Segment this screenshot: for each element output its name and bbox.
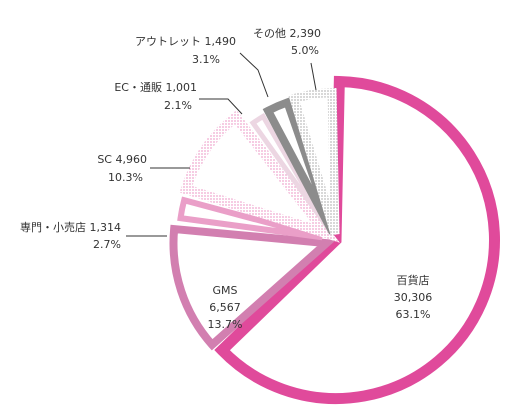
pie-slice <box>177 196 324 241</box>
slice-label-value: 2,390 <box>286 27 321 40</box>
slice-label-value: 専門・小売店 1,314 <box>20 220 121 234</box>
pie-slice <box>288 88 340 236</box>
slice-label-percent: 2.7% <box>93 238 121 251</box>
slice-label-label: GMS <box>213 284 238 297</box>
slice-label-value: アウトレット 1,490 <box>135 35 236 48</box>
slice-label-percent: 5.0% <box>291 44 319 57</box>
slice-label-value: 1,001 <box>162 81 197 94</box>
pie-slice <box>214 75 500 404</box>
pie-slice <box>249 112 333 234</box>
leader-lines <box>126 52 317 237</box>
slice-label-label: SC <box>97 153 112 166</box>
slice-label-percent: 10.3% <box>108 171 143 184</box>
slice-label-label: 専門・小売店 <box>20 220 86 234</box>
pie-slice <box>179 110 340 243</box>
slice-label-percent: 13.7% <box>208 318 243 331</box>
slice-label-label: アウトレット <box>135 35 201 48</box>
leader-line <box>310 62 317 91</box>
slice-label-value: 6,567 <box>209 301 241 314</box>
slice-labels: 百貨店 30,306 63.1% GMS 6,567 13.7% 専門・小売店 1,314 2… <box>20 27 432 331</box>
slice-label-value: 1,314 <box>86 221 121 234</box>
slice-label-value: 30,306 <box>394 291 433 304</box>
slice-label-percent: 3.1% <box>192 53 220 66</box>
slice-label-percent: 2.1% <box>164 99 192 112</box>
slice-label-value: 1,490 <box>201 35 236 48</box>
slice-label-label: その他 <box>253 27 286 40</box>
slice-label-value: SC 4,960 <box>97 153 147 166</box>
slice-label-value: EC・通販 1,001 <box>114 81 197 94</box>
slice-label-percent: 63.1% <box>396 308 431 321</box>
leader-line <box>199 98 243 115</box>
leader-line <box>239 52 269 98</box>
slice-label-value: 4,960 <box>112 153 147 166</box>
slice-label-label: EC・通販 <box>114 81 162 94</box>
pie-slice <box>262 97 337 235</box>
slice-label-label: 百貨店 <box>397 273 430 287</box>
pie-slice <box>169 224 337 351</box>
slice-label-value: その他 2,390 <box>253 27 321 40</box>
pie-slices <box>169 75 500 404</box>
